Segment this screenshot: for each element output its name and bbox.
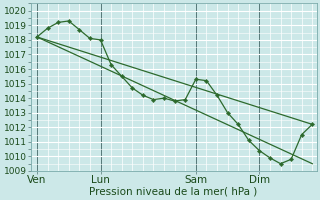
X-axis label: Pression niveau de la mer( hPa ): Pression niveau de la mer( hPa ): [90, 187, 258, 197]
